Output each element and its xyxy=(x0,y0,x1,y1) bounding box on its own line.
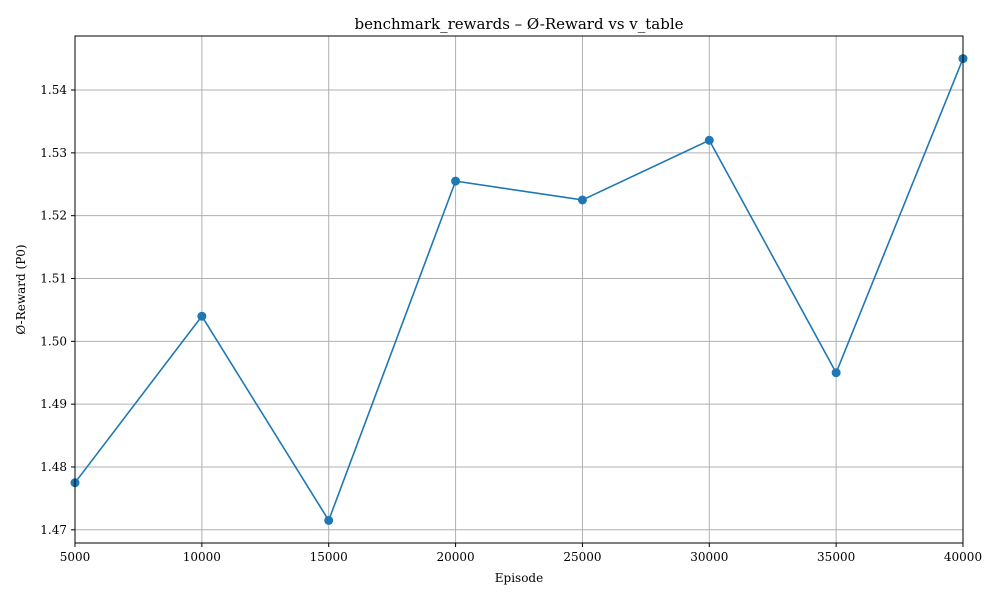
chart-title: benchmark_rewards – Ø-Reward vs v_table xyxy=(354,15,683,33)
y-tick-label: 1.48 xyxy=(40,460,67,474)
x-axis-label: Episode xyxy=(495,571,543,585)
series-line xyxy=(74,58,964,523)
y-tick-label: 1.53 xyxy=(40,146,67,160)
x-tick-label: 5000 xyxy=(60,550,91,564)
ticks: 5000 10000 15000 20000 25000 30000 35000 40000 1… xyxy=(40,83,982,564)
y-tick-label: 1.51 xyxy=(40,272,67,286)
x-tick-label: 10000 xyxy=(183,550,221,564)
y-tick-label: 1.49 xyxy=(40,397,67,411)
x-tick-label: 40000 xyxy=(944,550,982,564)
y-tick-label: 1.52 xyxy=(40,209,67,223)
data-point xyxy=(451,176,461,186)
y-tick-label: 1.50 xyxy=(40,334,67,348)
data-point xyxy=(831,368,841,378)
x-tick-label: 35000 xyxy=(817,550,855,564)
x-tick-label: 30000 xyxy=(690,550,728,564)
y-tick-label: 1.54 xyxy=(40,83,67,97)
data-point xyxy=(324,515,334,525)
x-tick-label: 15000 xyxy=(310,550,348,564)
data-point xyxy=(577,195,587,205)
y-tick-label: 1.47 xyxy=(40,523,67,537)
series-layer xyxy=(70,54,968,525)
x-tick-label: 25000 xyxy=(563,550,601,564)
data-point xyxy=(704,135,714,145)
data-point xyxy=(197,311,207,321)
grid xyxy=(74,36,964,543)
plot-frame xyxy=(74,35,964,544)
x-tick-label: 20000 xyxy=(436,550,474,564)
y-axis-label: Ø-Reward (P0) xyxy=(14,244,28,334)
